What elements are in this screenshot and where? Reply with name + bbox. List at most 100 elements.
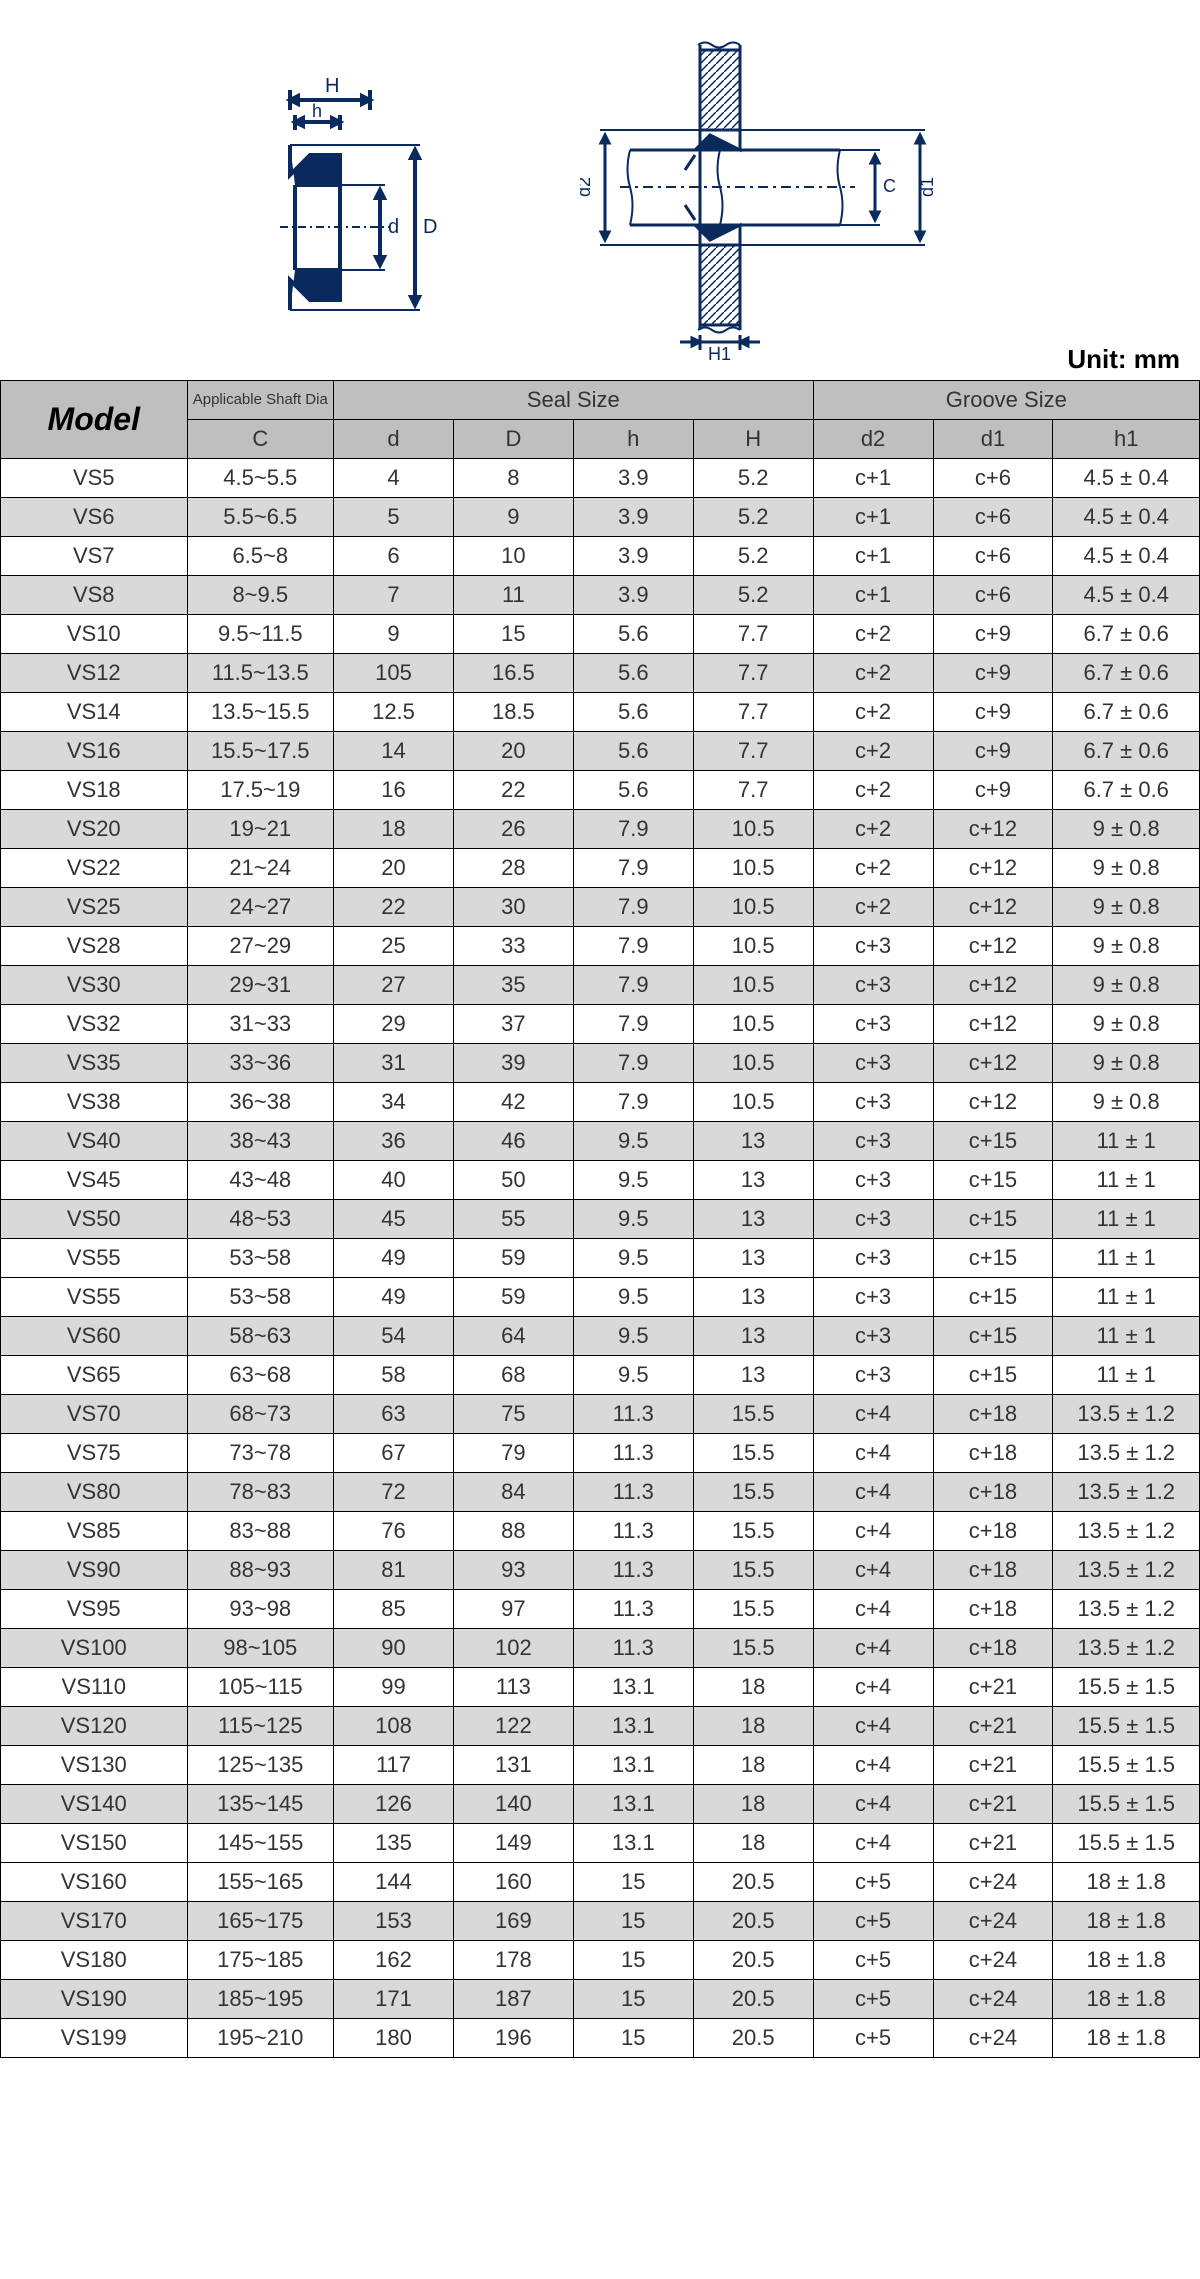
cell-model: VS110 [1, 1668, 188, 1707]
cell-d: 14 [334, 732, 454, 771]
label-H1: H1 [708, 344, 731, 360]
cell-h1: 4.5 ± 0.4 [1053, 459, 1200, 498]
cell-d1: c+15 [933, 1200, 1053, 1239]
cell-d: 20 [334, 849, 454, 888]
header-h-lower: h [573, 420, 693, 459]
header-seal-size: Seal Size [334, 381, 814, 420]
cell-C: 58~63 [187, 1317, 334, 1356]
cell-H: 10.5 [693, 1005, 813, 1044]
table-row: VS109.5~11.59155.67.7c+2c+96.7 ± 0.6 [1, 615, 1200, 654]
cell-model: VS7 [1, 537, 188, 576]
cell-model: VS10 [1, 615, 188, 654]
cell-model: VS28 [1, 927, 188, 966]
table-row: VS1413.5~15.512.518.55.67.7c+2c+96.7 ± 0… [1, 693, 1200, 732]
cell-h: 9.5 [573, 1200, 693, 1239]
seal-cross-section-diagram: H h [240, 40, 460, 360]
cell-h1: 9 ± 0.8 [1053, 1005, 1200, 1044]
table-row: VS110105~1159911313.118c+4c+2115.5 ± 1.5 [1, 1668, 1200, 1707]
cell-model: VS170 [1, 1902, 188, 1941]
cell-D: 84 [453, 1473, 573, 1512]
cell-d2: c+3 [813, 1122, 933, 1161]
cell-d1: c+24 [933, 1902, 1053, 1941]
cell-d2: c+3 [813, 1278, 933, 1317]
cell-d2: c+5 [813, 1863, 933, 1902]
cell-model: VS18 [1, 771, 188, 810]
cell-d: 171 [334, 1980, 454, 2019]
cell-C: 63~68 [187, 1356, 334, 1395]
cell-d1: c+24 [933, 1863, 1053, 1902]
cell-d1: c+12 [933, 1005, 1053, 1044]
cell-d1: c+21 [933, 1785, 1053, 1824]
table-row: VS1615.5~17.514205.67.7c+2c+96.7 ± 0.6 [1, 732, 1200, 771]
cell-d1: c+15 [933, 1356, 1053, 1395]
cell-H: 7.7 [693, 615, 813, 654]
cell-model: VS20 [1, 810, 188, 849]
cell-H: 13 [693, 1200, 813, 1239]
cell-d2: c+2 [813, 771, 933, 810]
cell-d: 36 [334, 1122, 454, 1161]
cell-h: 9.5 [573, 1161, 693, 1200]
cell-d1: c+12 [933, 927, 1053, 966]
cell-h: 3.9 [573, 459, 693, 498]
cell-h: 15 [573, 1863, 693, 1902]
cell-h: 9.5 [573, 1122, 693, 1161]
cell-d1: c+21 [933, 1824, 1053, 1863]
cell-d1: c+9 [933, 732, 1053, 771]
cell-model: VS199 [1, 2019, 188, 2058]
cell-d: 18 [334, 810, 454, 849]
cell-model: VS85 [1, 1512, 188, 1551]
cell-h: 11.3 [573, 1512, 693, 1551]
cell-model: VS75 [1, 1434, 188, 1473]
cell-model: VS45 [1, 1161, 188, 1200]
table-row: VS4543~4840509.513c+3c+1511 ± 1 [1, 1161, 1200, 1200]
cell-C: 4.5~5.5 [187, 459, 334, 498]
cell-H: 10.5 [693, 1044, 813, 1083]
cell-d: 16 [334, 771, 454, 810]
seal-assembly-diagram: d2 C d1 [580, 40, 960, 360]
table-row: VS120115~12510812213.118c+4c+2115.5 ± 1.… [1, 1707, 1200, 1746]
cell-h1: 9 ± 0.8 [1053, 1083, 1200, 1122]
cell-h: 13.1 [573, 1707, 693, 1746]
cell-d1: c+6 [933, 576, 1053, 615]
cell-d1: c+24 [933, 2019, 1053, 2058]
cell-d1: c+9 [933, 654, 1053, 693]
table-row: VS1211.5~13.510516.55.67.7c+2c+96.7 ± 0.… [1, 654, 1200, 693]
cell-d: 63 [334, 1395, 454, 1434]
cell-d: 72 [334, 1473, 454, 1512]
cell-d1: c+12 [933, 849, 1053, 888]
cell-model: VS50 [1, 1200, 188, 1239]
cell-D: 55 [453, 1200, 573, 1239]
table-row: VS88~9.57113.95.2c+1c+64.5 ± 0.4 [1, 576, 1200, 615]
table-row: VS1817.5~1916225.67.7c+2c+96.7 ± 0.6 [1, 771, 1200, 810]
cell-C: 11.5~13.5 [187, 654, 334, 693]
cell-d2: c+4 [813, 1707, 933, 1746]
cell-h: 7.9 [573, 1044, 693, 1083]
cell-d: 31 [334, 1044, 454, 1083]
table-row: VS130125~13511713113.118c+4c+2115.5 ± 1.… [1, 1746, 1200, 1785]
cell-d1: c+15 [933, 1239, 1053, 1278]
cell-model: VS55 [1, 1239, 188, 1278]
cell-h: 15 [573, 2019, 693, 2058]
cell-H: 13 [693, 1278, 813, 1317]
cell-D: 160 [453, 1863, 573, 1902]
cell-d1: c+18 [933, 1551, 1053, 1590]
cell-model: VS8 [1, 576, 188, 615]
cell-d: 144 [334, 1863, 454, 1902]
cell-model: VS150 [1, 1824, 188, 1863]
cell-C: 78~83 [187, 1473, 334, 1512]
cell-D: 169 [453, 1902, 573, 1941]
cell-model: VS130 [1, 1746, 188, 1785]
cell-C: 93~98 [187, 1590, 334, 1629]
table-row: VS65.5~6.5593.95.2c+1c+64.5 ± 0.4 [1, 498, 1200, 537]
cell-d2: c+4 [813, 1746, 933, 1785]
cell-h1: 18 ± 1.8 [1053, 1902, 1200, 1941]
cell-h: 11.3 [573, 1590, 693, 1629]
cell-H: 10.5 [693, 888, 813, 927]
cell-d2: c+4 [813, 1824, 933, 1863]
cell-h: 3.9 [573, 576, 693, 615]
cell-H: 13 [693, 1122, 813, 1161]
cell-model: VS55 [1, 1278, 188, 1317]
cell-model: VS90 [1, 1551, 188, 1590]
cell-h1: 18 ± 1.8 [1053, 2019, 1200, 2058]
cell-D: 59 [453, 1239, 573, 1278]
